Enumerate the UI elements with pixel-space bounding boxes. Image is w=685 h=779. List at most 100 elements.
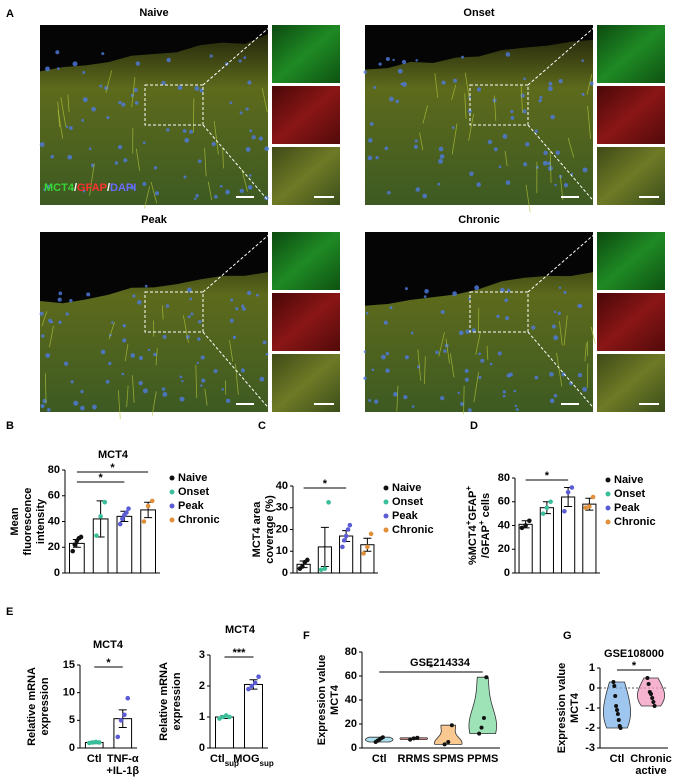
nucleus	[82, 189, 86, 193]
nucleus	[132, 294, 136, 298]
nucleus	[50, 154, 55, 159]
y-tick-label: 60	[48, 490, 60, 502]
nucleus	[88, 147, 92, 151]
nucleus	[147, 348, 151, 352]
x-tick-label: Ctl	[372, 753, 387, 765]
nucleus	[181, 379, 184, 383]
nucleus	[480, 358, 485, 363]
nucleus	[153, 352, 157, 357]
label-line: coverage (%)	[264, 495, 276, 564]
nucleus	[493, 147, 498, 152]
nucleus	[182, 129, 187, 133]
nucleus	[547, 86, 553, 92]
nucleus	[142, 388, 148, 394]
nucleus	[229, 318, 234, 323]
astrocyte-fiber	[207, 181, 213, 200]
nucleus	[478, 352, 481, 356]
bar	[140, 509, 156, 574]
nucleus	[458, 330, 464, 336]
nucleus	[461, 55, 464, 59]
data-point	[449, 723, 454, 728]
legend-marker	[605, 505, 611, 511]
zoom-line	[202, 124, 273, 206]
chart-title: GSE108000	[604, 648, 664, 660]
astrocyte-fiber	[183, 315, 189, 344]
nucleus	[194, 197, 197, 200]
nucleus	[558, 78, 563, 84]
significance-label: ***	[233, 647, 247, 659]
background-dark	[40, 25, 268, 72]
nucleus	[363, 70, 368, 74]
inset	[272, 86, 340, 144]
nucleus	[101, 52, 105, 56]
nucleus	[505, 52, 511, 57]
legend-label: Onset	[178, 486, 210, 498]
astrocyte-fiber	[417, 349, 422, 381]
nucleus	[383, 320, 388, 325]
zoom-line	[202, 24, 273, 86]
data-point	[70, 548, 76, 554]
nucleus	[162, 334, 167, 339]
astrocyte-fiber	[144, 186, 150, 209]
data-point	[252, 680, 258, 686]
astrocyte-fiber	[124, 344, 129, 362]
nucleus	[554, 183, 557, 187]
astrocyte-fiber	[204, 147, 207, 177]
y-tick-label: 0	[351, 742, 357, 754]
nucleus	[506, 373, 511, 378]
nucleus	[402, 82, 407, 87]
nucleus	[570, 172, 574, 176]
data-point	[527, 518, 532, 524]
nucleus	[47, 408, 51, 412]
legend-label: Onset	[614, 488, 646, 500]
astrocyte-fiber	[464, 93, 467, 119]
data-point	[322, 566, 328, 571]
nucleus	[561, 372, 566, 377]
data-point	[651, 700, 656, 704]
nucleus	[551, 324, 557, 329]
label-line: TNF-α	[107, 753, 139, 765]
nucleus	[474, 285, 480, 291]
image-title: Onset	[463, 7, 495, 19]
nucleus	[213, 369, 218, 374]
label-part: Ctl	[210, 753, 225, 765]
nucleus	[453, 78, 458, 83]
data-point	[562, 508, 567, 514]
data-point	[618, 726, 623, 730]
data-point	[590, 494, 596, 500]
nucleus	[365, 311, 369, 315]
nucleus	[133, 87, 138, 93]
label-part: cells	[480, 493, 492, 521]
astrocyte-fiber	[463, 385, 465, 415]
nucleus	[411, 405, 415, 408]
y-tick-label: 40	[498, 519, 510, 531]
data-point	[548, 499, 553, 505]
y-tick-label: 15	[63, 659, 75, 671]
nucleus	[247, 184, 253, 190]
nucleus	[582, 167, 588, 173]
nucleus	[380, 354, 386, 360]
nucleus	[415, 59, 418, 62]
nucleus	[438, 158, 443, 164]
data-point	[149, 498, 155, 504]
nucleus	[108, 361, 112, 366]
nucleus	[200, 355, 205, 360]
data-point	[256, 674, 261, 679]
astrocyte-fiber	[105, 70, 113, 93]
nucleus	[239, 111, 243, 115]
nucleus	[242, 307, 246, 311]
nucleus	[166, 128, 170, 132]
nucleus	[72, 61, 78, 67]
data-point	[341, 538, 347, 543]
nucleus	[513, 389, 517, 393]
nucleus	[385, 56, 390, 61]
astrocyte-fiber	[556, 352, 563, 387]
bar	[561, 496, 576, 574]
nucleus	[58, 320, 62, 324]
inset	[597, 293, 665, 351]
nucleus	[81, 118, 85, 122]
y-label-text: Expression valueMCT4	[556, 663, 581, 754]
nucleus	[100, 349, 106, 355]
astrocyte-fiber	[229, 340, 234, 362]
